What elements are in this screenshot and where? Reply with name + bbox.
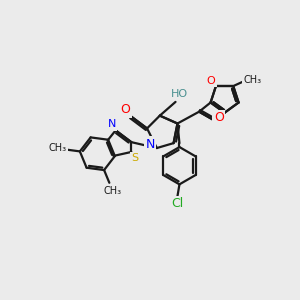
Text: CH₃: CH₃ — [244, 75, 262, 85]
Text: HO: HO — [171, 89, 188, 99]
Text: CH₃: CH₃ — [48, 143, 67, 153]
Text: N: N — [145, 138, 155, 151]
Text: N: N — [107, 119, 116, 130]
Text: S: S — [132, 153, 139, 163]
Text: O: O — [207, 76, 215, 86]
Text: CH₃: CH₃ — [103, 186, 122, 196]
Text: O: O — [121, 103, 130, 116]
Text: O: O — [214, 111, 224, 124]
Text: Cl: Cl — [171, 197, 184, 211]
